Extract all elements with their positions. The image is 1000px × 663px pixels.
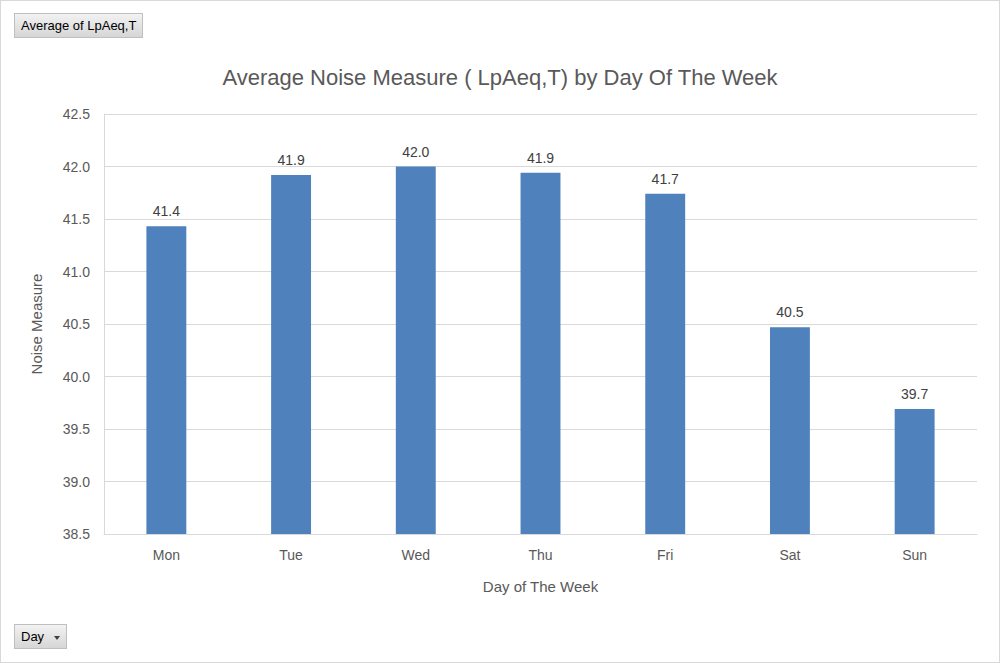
svg-text:38.5: 38.5: [63, 526, 90, 542]
svg-text:39.7: 39.7: [901, 386, 928, 402]
svg-text:Fri: Fri: [657, 547, 673, 563]
svg-text:41.5: 41.5: [63, 211, 90, 227]
svg-text:42.0: 42.0: [63, 159, 90, 175]
svg-text:Sun: Sun: [902, 547, 927, 563]
svg-text:Wed: Wed: [402, 547, 431, 563]
svg-text:40.5: 40.5: [776, 304, 803, 320]
svg-text:42.5: 42.5: [63, 106, 90, 122]
svg-text:Thu: Thu: [528, 547, 552, 563]
svg-text:39.0: 39.0: [63, 474, 90, 490]
svg-text:Day of The Week: Day of The Week: [483, 578, 599, 595]
svg-text:Sat: Sat: [779, 547, 800, 563]
svg-text:41.4: 41.4: [153, 203, 180, 219]
svg-text:Tue: Tue: [279, 547, 303, 563]
svg-text:Noise Measure: Noise Measure: [28, 274, 45, 375]
svg-text:41.7: 41.7: [652, 171, 679, 187]
svg-text:40.0: 40.0: [63, 369, 90, 385]
svg-text:41.0: 41.0: [63, 264, 90, 280]
svg-text:Average Noise Measure ( LpAeq,: Average Noise Measure ( LpAeq,T) by Day …: [222, 65, 778, 90]
svg-text:41.9: 41.9: [277, 152, 304, 168]
html-text:Day: Day: [21, 629, 45, 644]
html-text:Average of LpAeq,T: Average of LpAeq,T: [21, 18, 137, 33]
svg-text:39.5: 39.5: [63, 421, 90, 437]
svg-text:42.0: 42.0: [402, 144, 429, 160]
svg-text:Mon: Mon: [153, 547, 180, 563]
svg-text:40.5: 40.5: [63, 316, 90, 332]
svg-text:41.9: 41.9: [527, 150, 554, 166]
